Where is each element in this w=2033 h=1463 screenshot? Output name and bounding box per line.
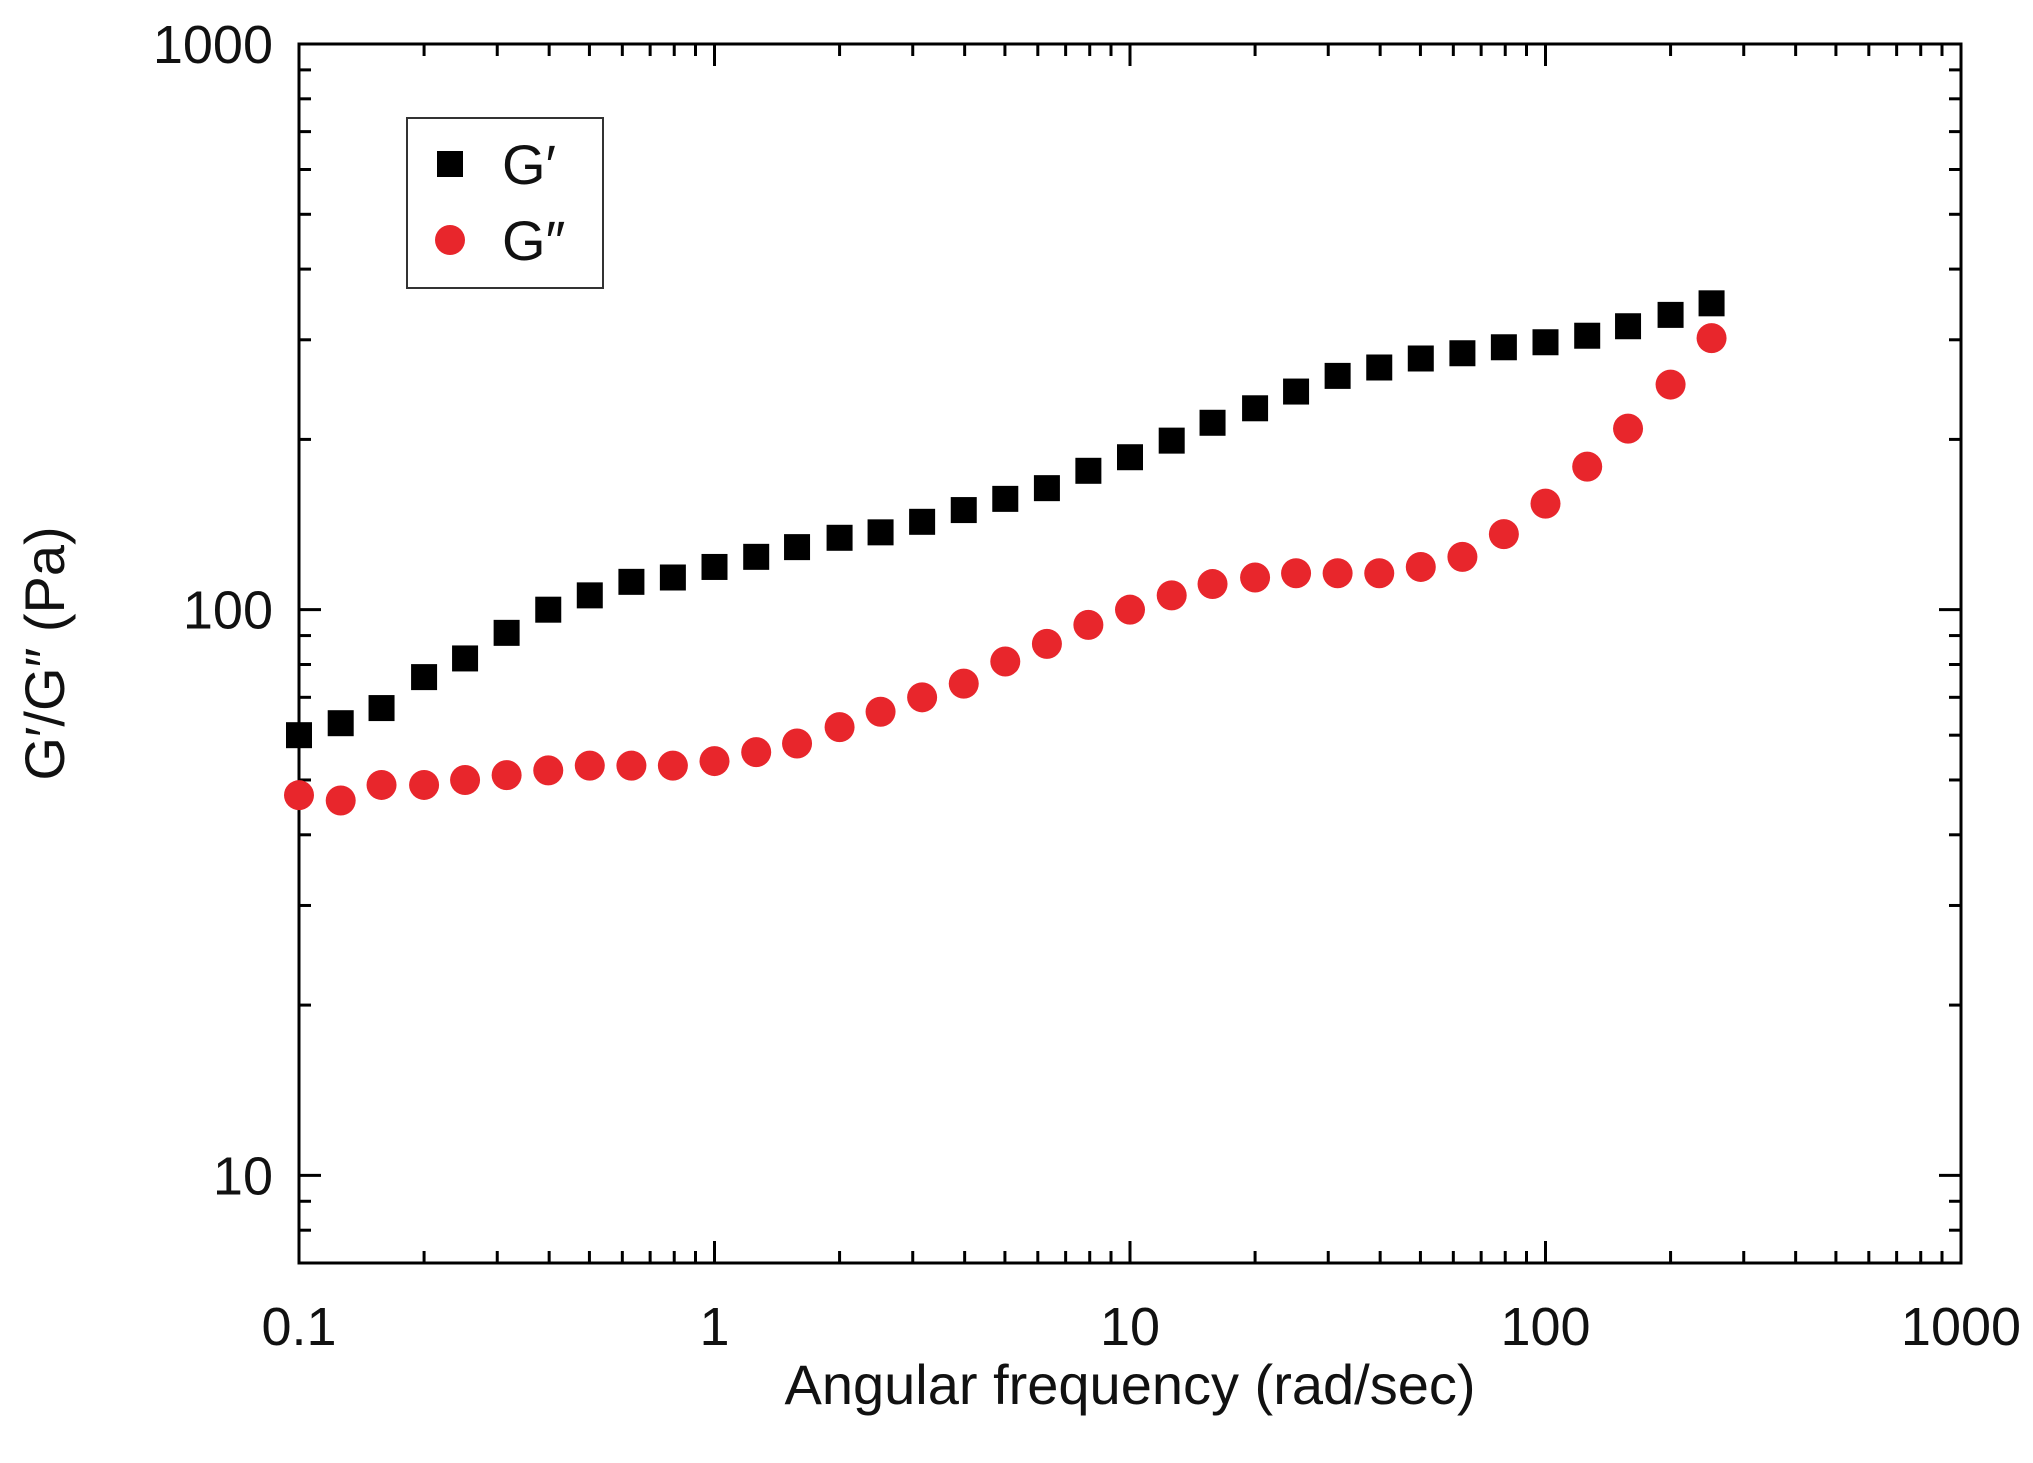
data-point-g-prime: [1324, 362, 1351, 389]
data-point-g-prime: [992, 485, 1019, 512]
x-tick-label: 1000: [1901, 1297, 2021, 1357]
x-tick-label: 100: [1500, 1297, 1590, 1357]
legend-box: [406, 117, 604, 289]
x-tick-label: 10: [1100, 1297, 1160, 1357]
data-point-g-double-prime: [1696, 323, 1727, 354]
legend-marker-g-double-prime: [435, 225, 465, 255]
data-point-g-double-prime: [1572, 451, 1603, 482]
y-axis: 10 100 1000: [153, 15, 1961, 1265]
data-point-g-prime: [1449, 340, 1476, 367]
legend-marker-g-prime: [437, 151, 463, 177]
data-point-g-prime: [535, 596, 562, 623]
x-tick-label: 0.1: [261, 1297, 336, 1357]
data-point-g-double-prime: [325, 785, 356, 816]
data-point-g-prime: [618, 568, 645, 595]
data-point-g-double-prime: [450, 764, 481, 795]
data-point-g-double-prime: [907, 682, 938, 713]
data-point-g-double-prime: [990, 646, 1021, 677]
data-point-g-prime: [1199, 409, 1226, 436]
data-point-g-double-prime: [1073, 609, 1104, 640]
data-point-g-prime: [1407, 345, 1434, 372]
data-point-g-prime: [701, 553, 728, 580]
data-point-g-prime: [493, 619, 520, 646]
data-point-g-prime: [1075, 457, 1102, 484]
data-point-g-prime: [286, 722, 312, 749]
data-point-g-double-prime: [1156, 580, 1187, 611]
data-point-g-double-prime: [1281, 558, 1312, 589]
data-point-g-double-prime: [1405, 551, 1436, 582]
data-point-g-double-prime: [1447, 541, 1478, 572]
data-point-g-double-prime: [1322, 558, 1353, 589]
data-point-g-prime: [576, 582, 603, 609]
data-point-g-prime: [950, 497, 977, 524]
data-point-g-prime: [1490, 334, 1517, 361]
data-point-g-prime: [1033, 475, 1060, 502]
data-point-g-prime: [1615, 313, 1642, 340]
y-tick-label: 10: [213, 1146, 273, 1206]
data-point-g-prime: [743, 543, 770, 570]
data-point-g-double-prime: [1530, 488, 1561, 519]
data-point-g-double-prime: [1115, 594, 1145, 625]
data-point-g-double-prime: [824, 712, 855, 743]
series-g-double-prime: [284, 323, 1727, 816]
x-axis-title: Angular frequency (rad/sec): [784, 1353, 1475, 1416]
data-point-g-double-prime: [657, 750, 688, 781]
legend-label-g-double-prime: G″: [502, 209, 565, 272]
data-point-g-double-prime: [1488, 519, 1519, 550]
data-point-g-prime: [452, 645, 479, 672]
data-point-g-prime: [368, 695, 395, 722]
x-axis: 0.1 1 10 100 1000: [261, 44, 2021, 1357]
data-point-g-double-prime: [366, 769, 397, 800]
data-point-g-double-prime: [1031, 628, 1062, 659]
data-point-g-prime: [1532, 329, 1559, 356]
data-point-g-prime: [411, 664, 438, 691]
data-point-g-prime: [867, 519, 894, 546]
data-point-g-prime: [1158, 427, 1185, 454]
data-point-g-double-prime: [948, 668, 979, 699]
series-g-prime: [286, 290, 1725, 749]
data-point-g-double-prime: [1364, 558, 1395, 589]
data-point-g-double-prime: [1655, 369, 1686, 400]
data-point-g-prime: [1283, 378, 1310, 405]
data-point-g-double-prime: [699, 746, 730, 777]
data-point-g-prime: [784, 534, 811, 561]
data-point-g-double-prime: [574, 750, 605, 781]
data-point-g-double-prime: [1613, 413, 1644, 444]
data-point-g-double-prime: [865, 696, 896, 727]
data-point-g-double-prime: [1197, 569, 1228, 600]
data-point-g-double-prime: [533, 755, 564, 786]
data-point-g-double-prime: [284, 780, 314, 811]
data-point-g-double-prime: [409, 769, 440, 800]
data-point-g-double-prime: [616, 750, 647, 781]
legend: G′ G″: [406, 117, 604, 289]
y-tick-label: 100: [183, 581, 273, 641]
data-point-g-prime: [1574, 322, 1601, 349]
data-point-g-double-prime: [491, 760, 522, 791]
series-layer: [284, 290, 1727, 816]
data-point-g-prime: [1657, 301, 1684, 328]
data-point-g-prime: [1242, 395, 1269, 422]
data-point-g-prime: [659, 564, 686, 591]
y-tick-label: 1000: [153, 15, 273, 75]
data-point-g-double-prime: [741, 737, 772, 768]
x-tick-label: 1: [699, 1297, 729, 1357]
legend-label-g-prime: G′: [502, 133, 556, 196]
data-point-g-prime: [1698, 290, 1725, 317]
data-point-g-prime: [327, 710, 354, 737]
data-point-g-prime: [826, 524, 853, 551]
data-point-g-prime: [1366, 354, 1393, 381]
data-point-g-prime: [909, 508, 936, 535]
data-point-g-double-prime: [1240, 562, 1271, 593]
data-point-g-double-prime: [782, 728, 813, 759]
data-point-g-prime: [1117, 444, 1143, 471]
y-axis-title: G′/G″ (Pa): [13, 526, 76, 780]
